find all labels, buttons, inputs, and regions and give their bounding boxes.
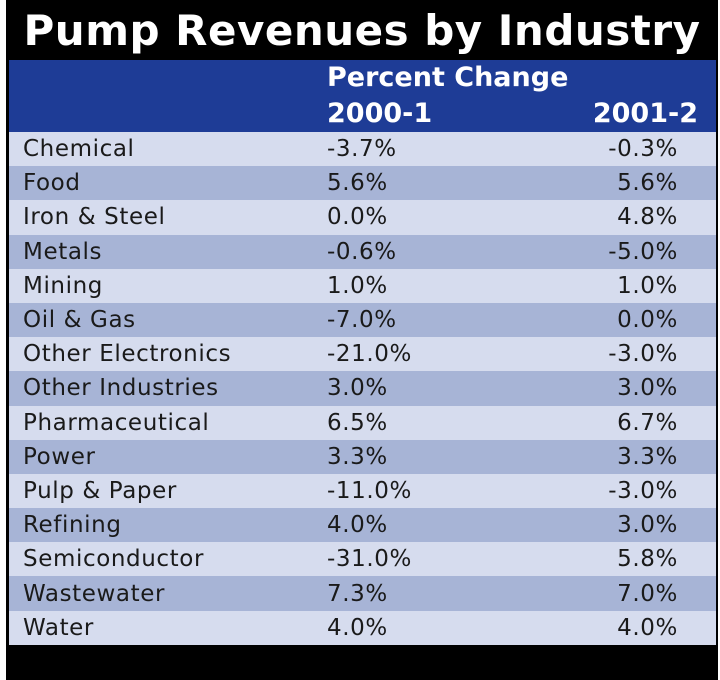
value-cell-2000-1: -21.0% [327, 341, 412, 368]
value-cell-2001-2: 3.3% [617, 443, 678, 470]
column-group-label: Percent Change [327, 62, 569, 93]
value-cell-2000-1: 0.0% [327, 204, 388, 231]
pump-revenues-table: Pump Revenues by Industry Percent Change… [6, 0, 718, 680]
table-header: Percent Change 2000-1 2001-2 [9, 60, 716, 132]
table-row: Oil & Gas -7.0% 0.0% [9, 302, 716, 338]
industry-cell: Pharmaceutical [23, 409, 210, 436]
table-row: Pharmaceutical 6.5% 6.7% [9, 405, 716, 440]
column-header-2000-1: 2000-1 [327, 98, 433, 129]
value-cell-2000-1: -0.6% [327, 238, 397, 265]
value-cell-2000-1: -3.7% [327, 136, 397, 163]
table-row: Semiconductor -31.0% 5.8% [9, 542, 716, 577]
value-cell-2001-2: -5.0% [608, 238, 678, 265]
value-cell-2001-2: 4.8% [617, 204, 678, 231]
table-row: Pulp & Paper -11.0% -3.0% [9, 473, 716, 509]
table-body: Chemical -3.7% -0.3% Food 5.6% 5.6% Iron & Ste… [9, 132, 716, 645]
value-cell-2000-1: -31.0% [327, 546, 412, 573]
industry-cell: Other Electronics [23, 341, 232, 368]
value-cell-2000-1: 7.3% [327, 580, 388, 607]
value-cell-2001-2: 7.0% [617, 580, 678, 607]
value-cell-2000-1: 4.0% [327, 614, 388, 641]
industry-cell: Refining [23, 512, 122, 539]
industry-cell: Wastewater [23, 580, 166, 607]
value-cell-2001-2: -3.0% [608, 477, 678, 504]
table-row: Mining 1.0% 1.0% [9, 268, 716, 303]
value-cell-2001-2: -3.0% [608, 341, 678, 368]
industry-cell: Water [23, 614, 94, 641]
industry-cell: Mining [23, 272, 103, 299]
table-row: Other Electronics -21.0% -3.0% [9, 337, 716, 372]
value-cell-2000-1: -11.0% [327, 477, 412, 504]
table-row: Other Industries 3.0% 3.0% [9, 371, 716, 406]
value-cell-2001-2: 5.8% [617, 546, 678, 573]
value-cell-2001-2: 3.0% [617, 512, 678, 539]
table-title: Pump Revenues by Industry [23, 5, 701, 55]
value-cell-2001-2: 0.0% [617, 307, 678, 334]
industry-cell: Oil & Gas [23, 307, 136, 334]
table-row: Food 5.6% 5.6% [9, 166, 716, 201]
value-cell-2001-2: 3.0% [617, 375, 678, 402]
table-row: Water 4.0% 4.0% [9, 610, 716, 645]
value-cell-2000-1: 6.5% [327, 409, 388, 436]
table-row: Power 3.3% 3.3% [9, 439, 716, 474]
industry-cell: Pulp & Paper [23, 477, 177, 504]
table-row: Metals -0.6% -5.0% [9, 234, 716, 269]
column-header-2001-2: 2001-2 [592, 98, 698, 129]
value-cell-2000-1: 3.0% [327, 375, 388, 402]
industry-cell: Iron & Steel [23, 204, 166, 231]
industry-cell: Other Industries [23, 375, 219, 402]
industry-cell: Chemical [23, 136, 135, 163]
table-row: Chemical -3.7% -0.3% [9, 132, 716, 167]
industry-cell: Metals [23, 238, 103, 265]
industry-cell: Semiconductor [23, 546, 205, 573]
industry-cell: Power [23, 443, 96, 470]
value-cell-2001-2: -0.3% [608, 136, 678, 163]
value-cell-2001-2: 5.6% [617, 170, 678, 197]
value-cell-2001-2: 4.0% [617, 614, 678, 641]
value-cell-2000-1: 4.0% [327, 512, 388, 539]
value-cell-2000-1: -7.0% [327, 307, 397, 334]
value-cell-2001-2: 6.7% [617, 409, 678, 436]
industry-cell: Food [23, 170, 81, 197]
table-row: Refining 4.0% 3.0% [9, 508, 716, 543]
value-cell-2001-2: 1.0% [617, 272, 678, 299]
table-row: Wastewater 7.3% 7.0% [9, 576, 716, 611]
table-row: Iron & Steel 0.0% 4.8% [9, 200, 716, 235]
value-cell-2000-1: 5.6% [327, 170, 388, 197]
value-cell-2000-1: 1.0% [327, 272, 388, 299]
value-cell-2000-1: 3.3% [327, 443, 388, 470]
